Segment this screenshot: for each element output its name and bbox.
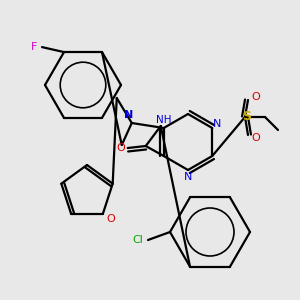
Text: O: O: [116, 143, 125, 153]
Text: Cl: Cl: [133, 235, 143, 245]
Text: N: N: [124, 110, 134, 120]
Text: S: S: [242, 110, 251, 124]
Text: O: O: [252, 92, 260, 102]
Text: NH: NH: [156, 115, 172, 125]
Text: O: O: [106, 214, 115, 224]
Text: N: N: [184, 172, 192, 182]
Text: O: O: [252, 133, 260, 143]
Text: N: N: [213, 119, 221, 129]
Text: F: F: [31, 42, 37, 52]
